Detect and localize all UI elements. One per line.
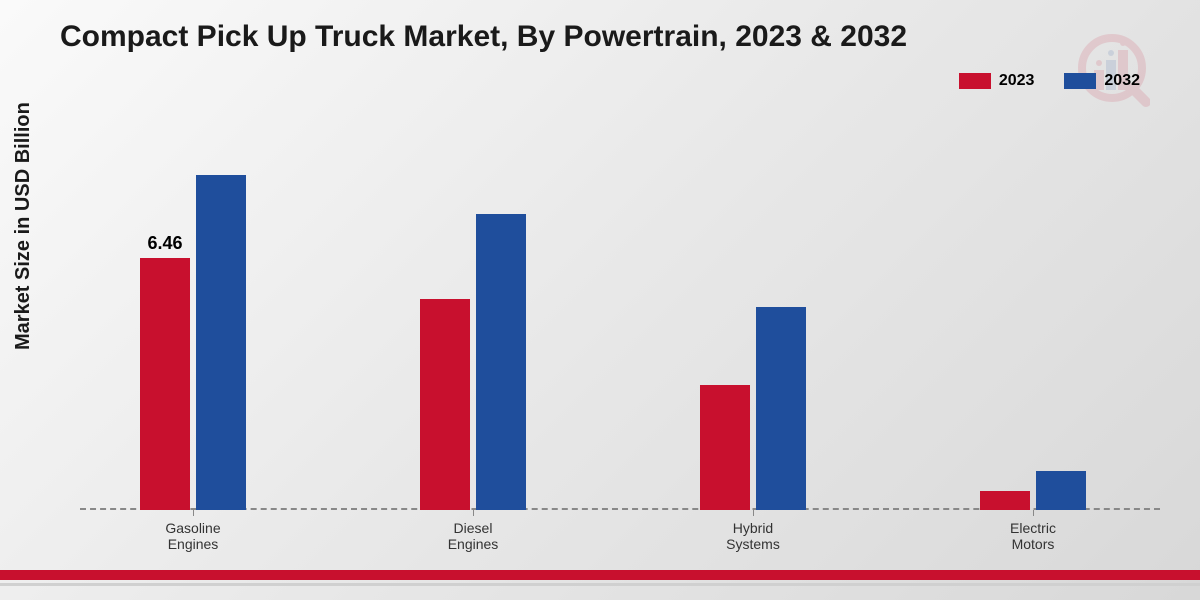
footer-underline — [0, 583, 1200, 586]
x-axis-category-label: Hybrid Systems — [680, 520, 826, 552]
x-axis-tick — [193, 510, 194, 516]
x-axis-tick — [753, 510, 754, 516]
bar — [140, 258, 190, 510]
legend-label: 2032 — [1104, 72, 1140, 90]
y-axis-label: Market Size in USD Billion — [12, 102, 35, 350]
bar — [420, 299, 470, 510]
bar-value-label: 6.46 — [135, 233, 195, 254]
bar — [476, 214, 526, 510]
bar — [980, 491, 1030, 511]
x-axis-category-label: Gasoline Engines — [120, 520, 266, 552]
x-axis-tick — [1033, 510, 1034, 516]
legend-item: 2032 — [1064, 72, 1140, 90]
legend-label: 2023 — [999, 72, 1035, 90]
bar-group — [700, 307, 806, 510]
x-axis-category-label: Diesel Engines — [400, 520, 546, 552]
footer-bar — [0, 570, 1200, 580]
x-axis-category-label: Electric Motors — [960, 520, 1106, 552]
x-axis-tick — [473, 510, 474, 516]
chart-area: 6.46Gasoline EnginesDiesel EnginesHybrid… — [80, 120, 1160, 510]
bar-group — [140, 175, 246, 510]
bar — [1036, 471, 1086, 510]
bar — [196, 175, 246, 510]
legend-swatch-2023 — [959, 73, 991, 89]
bar — [756, 307, 806, 510]
bar-group — [980, 471, 1086, 510]
legend: 2023 2032 — [959, 72, 1140, 90]
legend-item: 2023 — [959, 72, 1035, 90]
chart-title: Compact Pick Up Truck Market, By Powertr… — [60, 20, 907, 54]
bar-group — [420, 214, 526, 510]
legend-swatch-2032 — [1064, 73, 1096, 89]
bar — [700, 385, 750, 510]
